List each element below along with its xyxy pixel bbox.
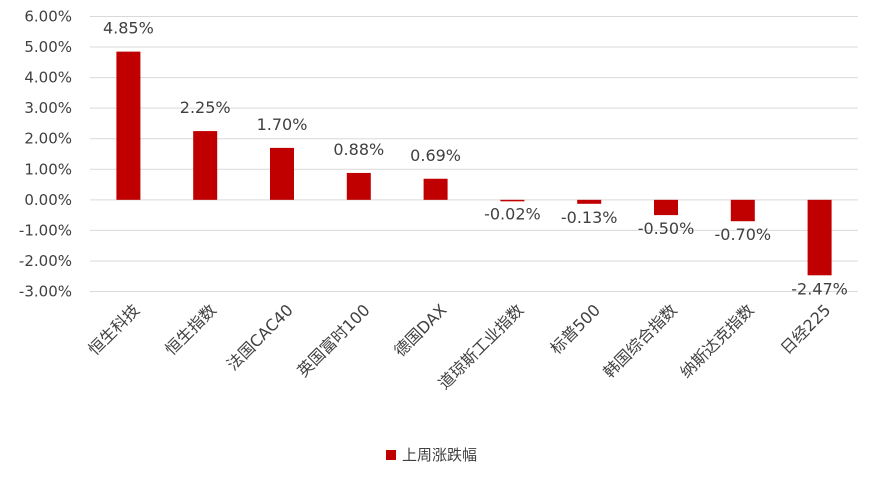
category-label: 韩国综合指数 bbox=[600, 300, 681, 381]
y-tick-label: 2.00% bbox=[24, 130, 72, 148]
y-tick-label: 3.00% bbox=[24, 99, 72, 117]
data-label: -0.50% bbox=[638, 219, 695, 238]
bar bbox=[346, 172, 371, 200]
bar bbox=[654, 199, 678, 216]
bar bbox=[270, 147, 294, 200]
category-label: 纳斯达克指数 bbox=[676, 300, 757, 381]
bars bbox=[116, 51, 832, 276]
category-label: 恒生科技 bbox=[85, 300, 144, 359]
legend-swatch bbox=[386, 450, 396, 460]
data-labels: 4.85% 2.25% 1.70% 0.88% 0.69% -0.02% -0.13% -0.… bbox=[103, 19, 848, 299]
category-label: 法国CAC40 bbox=[223, 300, 297, 374]
bar bbox=[730, 199, 755, 222]
bar bbox=[500, 199, 525, 202]
bar bbox=[116, 51, 141, 200]
bar bbox=[807, 199, 832, 276]
data-label: 0.69% bbox=[410, 146, 461, 165]
data-label: 1.70% bbox=[257, 115, 308, 134]
y-tick-label: 5.00% bbox=[24, 38, 72, 56]
legend-label: 上周涨跌幅 bbox=[402, 446, 477, 464]
y-tick-label: -1.00% bbox=[19, 221, 72, 239]
data-label: -0.02% bbox=[484, 204, 541, 223]
y-tick-label: 4.00% bbox=[24, 69, 72, 87]
y-axis-tick-labels: 6.00% 5.00% 4.00% 3.00% 2.00% 1.00% 0.00% -1.00… bbox=[19, 8, 72, 301]
bar bbox=[193, 131, 218, 200]
y-tick-label: 0.00% bbox=[24, 191, 72, 209]
data-label: 4.85% bbox=[103, 19, 154, 38]
y-tick-label: 6.00% bbox=[24, 8, 72, 26]
gridlines bbox=[90, 16, 858, 292]
bar bbox=[577, 199, 602, 204]
y-tick-label: 1.00% bbox=[24, 160, 72, 178]
data-label: -0.70% bbox=[714, 225, 771, 244]
data-label: 0.88% bbox=[333, 140, 384, 159]
category-label: 英国富时100 bbox=[293, 300, 373, 380]
y-tick-label: -3.00% bbox=[19, 283, 72, 301]
data-label: 2.25% bbox=[180, 98, 231, 117]
data-label: -2.47% bbox=[791, 279, 848, 298]
data-label: -0.13% bbox=[561, 208, 618, 227]
category-label: 恒生指数 bbox=[161, 300, 220, 359]
category-label: 德国DAX bbox=[390, 300, 450, 360]
bar bbox=[423, 178, 448, 200]
category-label: 日经225 bbox=[777, 300, 835, 358]
category-label: 标普500 bbox=[546, 300, 604, 358]
y-tick-label: -2.00% bbox=[19, 252, 72, 270]
legend: 上周涨跌幅 bbox=[386, 446, 477, 464]
